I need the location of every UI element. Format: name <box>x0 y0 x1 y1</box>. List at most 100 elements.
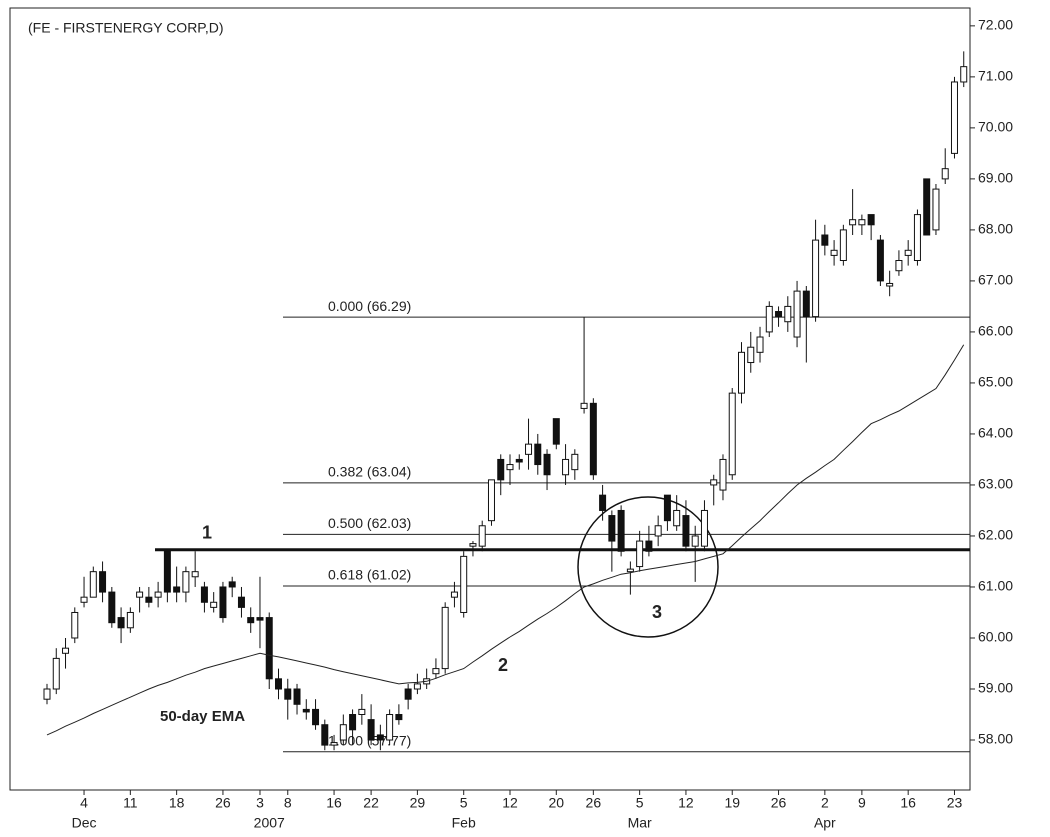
x-tick-label: 26 <box>215 795 231 811</box>
candle-body <box>163 550 171 593</box>
candle-body <box>691 535 699 547</box>
candle-body <box>441 606 449 670</box>
y-tick-label: 63.00 <box>978 476 1013 492</box>
candle-body <box>673 509 681 527</box>
candle-body <box>265 617 273 680</box>
candle-body <box>932 188 940 231</box>
month-label: 2007 <box>254 815 285 831</box>
candle-body <box>376 734 384 741</box>
x-tick-label: 19 <box>724 795 740 811</box>
y-tick-label: 70.00 <box>978 119 1013 135</box>
month-label: Apr <box>814 815 836 831</box>
x-tick-label: 12 <box>678 795 694 811</box>
y-tick-label: 65.00 <box>978 374 1013 390</box>
candle-body <box>738 351 745 394</box>
x-tick-label: 23 <box>947 795 963 811</box>
x-tick-label: 5 <box>460 795 468 811</box>
candle-body <box>432 668 440 675</box>
candle-body <box>923 178 931 236</box>
x-tick-label: 11 <box>123 795 138 811</box>
candle-body <box>469 543 477 547</box>
candle-body <box>626 568 634 573</box>
candle-body <box>200 586 208 603</box>
candle-body <box>571 453 579 471</box>
x-tick-label: 12 <box>502 795 518 811</box>
candle-body <box>821 234 829 246</box>
x-tick-label: 5 <box>636 795 644 811</box>
candle-body <box>506 464 514 471</box>
candle-body <box>191 571 199 578</box>
x-tick-label: 18 <box>169 795 185 811</box>
candle-body <box>312 708 320 726</box>
candle-body <box>728 392 736 476</box>
candle-body <box>395 714 403 721</box>
candle-body <box>321 724 329 746</box>
x-tick-label: 16 <box>900 795 916 811</box>
candle-body <box>349 714 357 731</box>
month-label: Mar <box>628 815 652 831</box>
candle-body <box>960 66 968 83</box>
candle-body <box>747 346 755 364</box>
candle-body <box>136 591 144 598</box>
candle-body <box>793 290 801 338</box>
candle-body <box>43 688 51 700</box>
candle-body <box>228 581 236 588</box>
candle-body <box>765 305 773 333</box>
month-label: Dec <box>72 815 97 831</box>
y-tick-label: 66.00 <box>978 323 1013 339</box>
candle-body <box>775 311 783 318</box>
candle-body <box>543 453 551 476</box>
x-tick-label: 9 <box>858 795 866 811</box>
candle-body <box>636 540 644 568</box>
plot-frame <box>9 7 971 791</box>
chart-title: (FE - FIRSTENERGY CORP,D) <box>28 20 224 36</box>
candle-body <box>52 657 60 690</box>
candle-body <box>682 515 690 547</box>
candle-body <box>580 402 588 409</box>
candle-body <box>700 509 708 547</box>
candle-body <box>950 81 958 154</box>
candle-body <box>339 724 347 741</box>
x-tick-label: 20 <box>549 795 565 811</box>
x-tick-label: 2 <box>821 795 829 811</box>
candle-body <box>663 494 671 522</box>
candle-body <box>404 688 412 700</box>
candle-body <box>413 683 421 690</box>
candle-body <box>89 571 97 598</box>
candle-body <box>99 571 107 593</box>
candle-body <box>654 525 662 537</box>
candle-body <box>617 509 625 552</box>
candle-body <box>562 458 570 476</box>
candle-body <box>450 591 458 598</box>
x-tick-label: 22 <box>363 795 379 811</box>
candle-body <box>108 591 116 624</box>
y-tick-label: 71.00 <box>978 68 1013 84</box>
candle-body <box>80 596 88 603</box>
candle-body <box>719 458 727 491</box>
candle-body <box>876 239 884 282</box>
y-tick-label: 67.00 <box>978 272 1013 288</box>
candle-body <box>904 249 912 256</box>
x-tick-label: 8 <box>284 795 292 811</box>
candle-body <box>886 282 894 287</box>
fib-label: 0.382 (63.04) <box>328 464 411 480</box>
candle-body <box>525 443 533 455</box>
candle-body <box>589 402 597 476</box>
candle-body <box>830 249 838 256</box>
highlight-circle <box>577 496 719 638</box>
candle-body <box>71 611 79 639</box>
candle-body <box>487 479 495 522</box>
candle-body <box>275 678 282 690</box>
x-tick-label: 26 <box>586 795 602 811</box>
annotation: 3 <box>652 602 662 622</box>
candle-body <box>367 719 375 741</box>
candle-body <box>599 494 607 511</box>
candle-body <box>126 611 134 629</box>
candle-body <box>478 525 486 547</box>
x-tick-label: 3 <box>256 795 264 811</box>
candle-body <box>534 443 542 466</box>
candle-body <box>247 617 255 624</box>
candle-body <box>293 688 301 705</box>
candle-body <box>867 214 875 226</box>
y-tick-label: 68.00 <box>978 221 1013 237</box>
